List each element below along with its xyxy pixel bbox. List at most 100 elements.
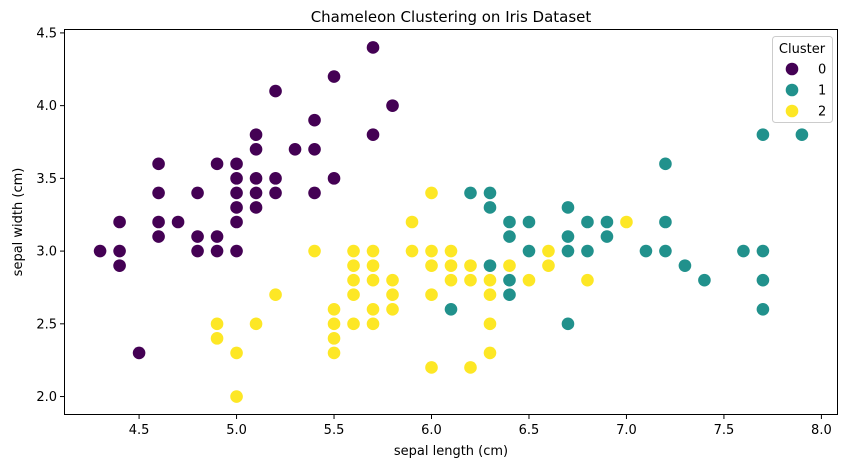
data-point-cluster-2 <box>366 273 380 287</box>
data-point-cluster-2 <box>366 259 380 272</box>
data-point-cluster-1 <box>600 215 614 229</box>
data-point-cluster-1 <box>503 288 516 302</box>
points-layer <box>93 41 809 403</box>
x-tick-label: 8.0 <box>811 423 832 438</box>
data-point-cluster-2 <box>210 317 224 331</box>
data-point-cluster-1 <box>581 244 594 258</box>
data-point-cluster-2 <box>210 332 224 345</box>
data-point-cluster-0 <box>327 172 341 185</box>
x-axis-label: sepal length (cm) <box>394 444 508 459</box>
x-axis-ticks: 4.5 5.0 5.5 6.0 6.5 7.0 7.5 8.0 <box>129 414 832 438</box>
data-point-cluster-1 <box>483 201 497 214</box>
data-point-cluster-1 <box>678 259 692 272</box>
data-point-cluster-0 <box>230 172 243 185</box>
data-point-cluster-0 <box>113 259 126 272</box>
data-point-cluster-2 <box>327 302 341 316</box>
y-tick-label: 4.0 <box>36 99 57 114</box>
y-tick-label: 3.0 <box>36 245 57 260</box>
data-point-cluster-0 <box>113 215 126 229</box>
data-point-cluster-0 <box>230 201 243 214</box>
y-tick-label: 2.5 <box>36 317 57 332</box>
data-point-cluster-1 <box>503 273 516 287</box>
data-point-cluster-0 <box>230 157 243 171</box>
data-point-cluster-2 <box>464 273 477 287</box>
data-point-cluster-2 <box>405 215 419 229</box>
data-point-cluster-2 <box>483 317 497 331</box>
data-point-cluster-2 <box>347 244 360 258</box>
data-point-cluster-2 <box>347 259 360 272</box>
x-tick-label: 6.5 <box>519 423 540 438</box>
data-point-cluster-2 <box>347 288 360 302</box>
data-point-cluster-1 <box>659 215 672 229</box>
data-point-cluster-2 <box>366 244 380 258</box>
data-point-cluster-1 <box>483 186 497 200</box>
data-point-cluster-0 <box>249 186 263 200</box>
data-point-cluster-0 <box>386 99 399 112</box>
chart-title: Chameleon Clustering on Iris Dataset <box>311 8 592 26</box>
data-point-cluster-1 <box>522 244 536 258</box>
data-point-cluster-0 <box>191 230 204 243</box>
data-point-cluster-2 <box>230 346 243 360</box>
data-point-cluster-2 <box>542 259 555 272</box>
data-point-cluster-0 <box>249 128 263 142</box>
data-point-cluster-2 <box>386 302 399 316</box>
legend-label-cluster-0: 0 <box>818 63 826 78</box>
data-point-cluster-0 <box>152 230 165 243</box>
legend-box <box>772 36 833 123</box>
data-point-cluster-1 <box>561 201 575 214</box>
y-axis-label: sepal width (cm) <box>11 168 26 277</box>
data-point-cluster-0 <box>132 346 146 360</box>
data-point-cluster-0 <box>152 186 165 200</box>
data-point-cluster-1 <box>756 244 770 258</box>
data-point-cluster-2 <box>425 259 438 272</box>
data-point-cluster-1 <box>756 128 770 142</box>
data-point-cluster-1 <box>503 230 516 243</box>
data-point-cluster-1 <box>483 259 497 272</box>
x-tick-label: 4.5 <box>129 423 150 438</box>
data-point-cluster-2 <box>444 273 458 287</box>
data-point-cluster-0 <box>308 186 321 200</box>
data-point-cluster-2 <box>483 273 497 287</box>
y-tick-label: 4.5 <box>36 26 57 41</box>
data-point-cluster-0 <box>210 157 224 171</box>
data-point-cluster-2 <box>425 288 438 302</box>
data-point-cluster-2 <box>347 273 360 287</box>
x-tick-label: 7.5 <box>714 423 735 438</box>
data-point-cluster-1 <box>522 215 536 229</box>
data-point-cluster-1 <box>639 244 653 258</box>
data-point-cluster-2 <box>366 317 380 331</box>
data-point-cluster-2 <box>327 317 341 331</box>
data-point-cluster-0 <box>191 244 204 258</box>
legend-label-cluster-1: 1 <box>818 84 826 99</box>
data-point-cluster-0 <box>230 215 243 229</box>
data-point-cluster-0 <box>308 142 321 156</box>
data-point-cluster-1 <box>561 230 575 243</box>
data-point-cluster-2 <box>425 186 438 200</box>
data-point-cluster-0 <box>152 157 165 171</box>
data-point-cluster-1 <box>756 302 770 316</box>
y-axis-ticks: 2.0 2.5 3.0 3.5 4.0 4.5 <box>36 26 65 405</box>
data-point-cluster-2 <box>249 317 263 331</box>
data-point-cluster-0 <box>308 113 321 127</box>
data-point-cluster-2 <box>386 288 399 302</box>
x-tick-label: 6.0 <box>421 423 442 438</box>
data-point-cluster-0 <box>191 186 204 200</box>
data-point-cluster-2 <box>464 361 477 374</box>
x-tick-label: 5.5 <box>324 423 345 438</box>
data-point-cluster-2 <box>230 390 243 403</box>
data-point-cluster-2 <box>542 244 555 258</box>
data-point-cluster-2 <box>405 244 419 258</box>
data-point-cluster-2 <box>386 273 399 287</box>
data-point-cluster-1 <box>795 128 809 142</box>
data-point-cluster-0 <box>327 70 341 83</box>
data-point-cluster-1 <box>581 215 594 229</box>
data-point-cluster-1 <box>600 230 614 243</box>
data-point-cluster-2 <box>581 273 594 287</box>
data-point-cluster-0 <box>366 128 380 142</box>
data-point-cluster-0 <box>230 244 243 258</box>
data-point-cluster-2 <box>483 346 497 360</box>
legend-marker-cluster-0 <box>785 62 799 76</box>
data-point-cluster-2 <box>483 288 497 302</box>
data-point-cluster-2 <box>366 302 380 316</box>
